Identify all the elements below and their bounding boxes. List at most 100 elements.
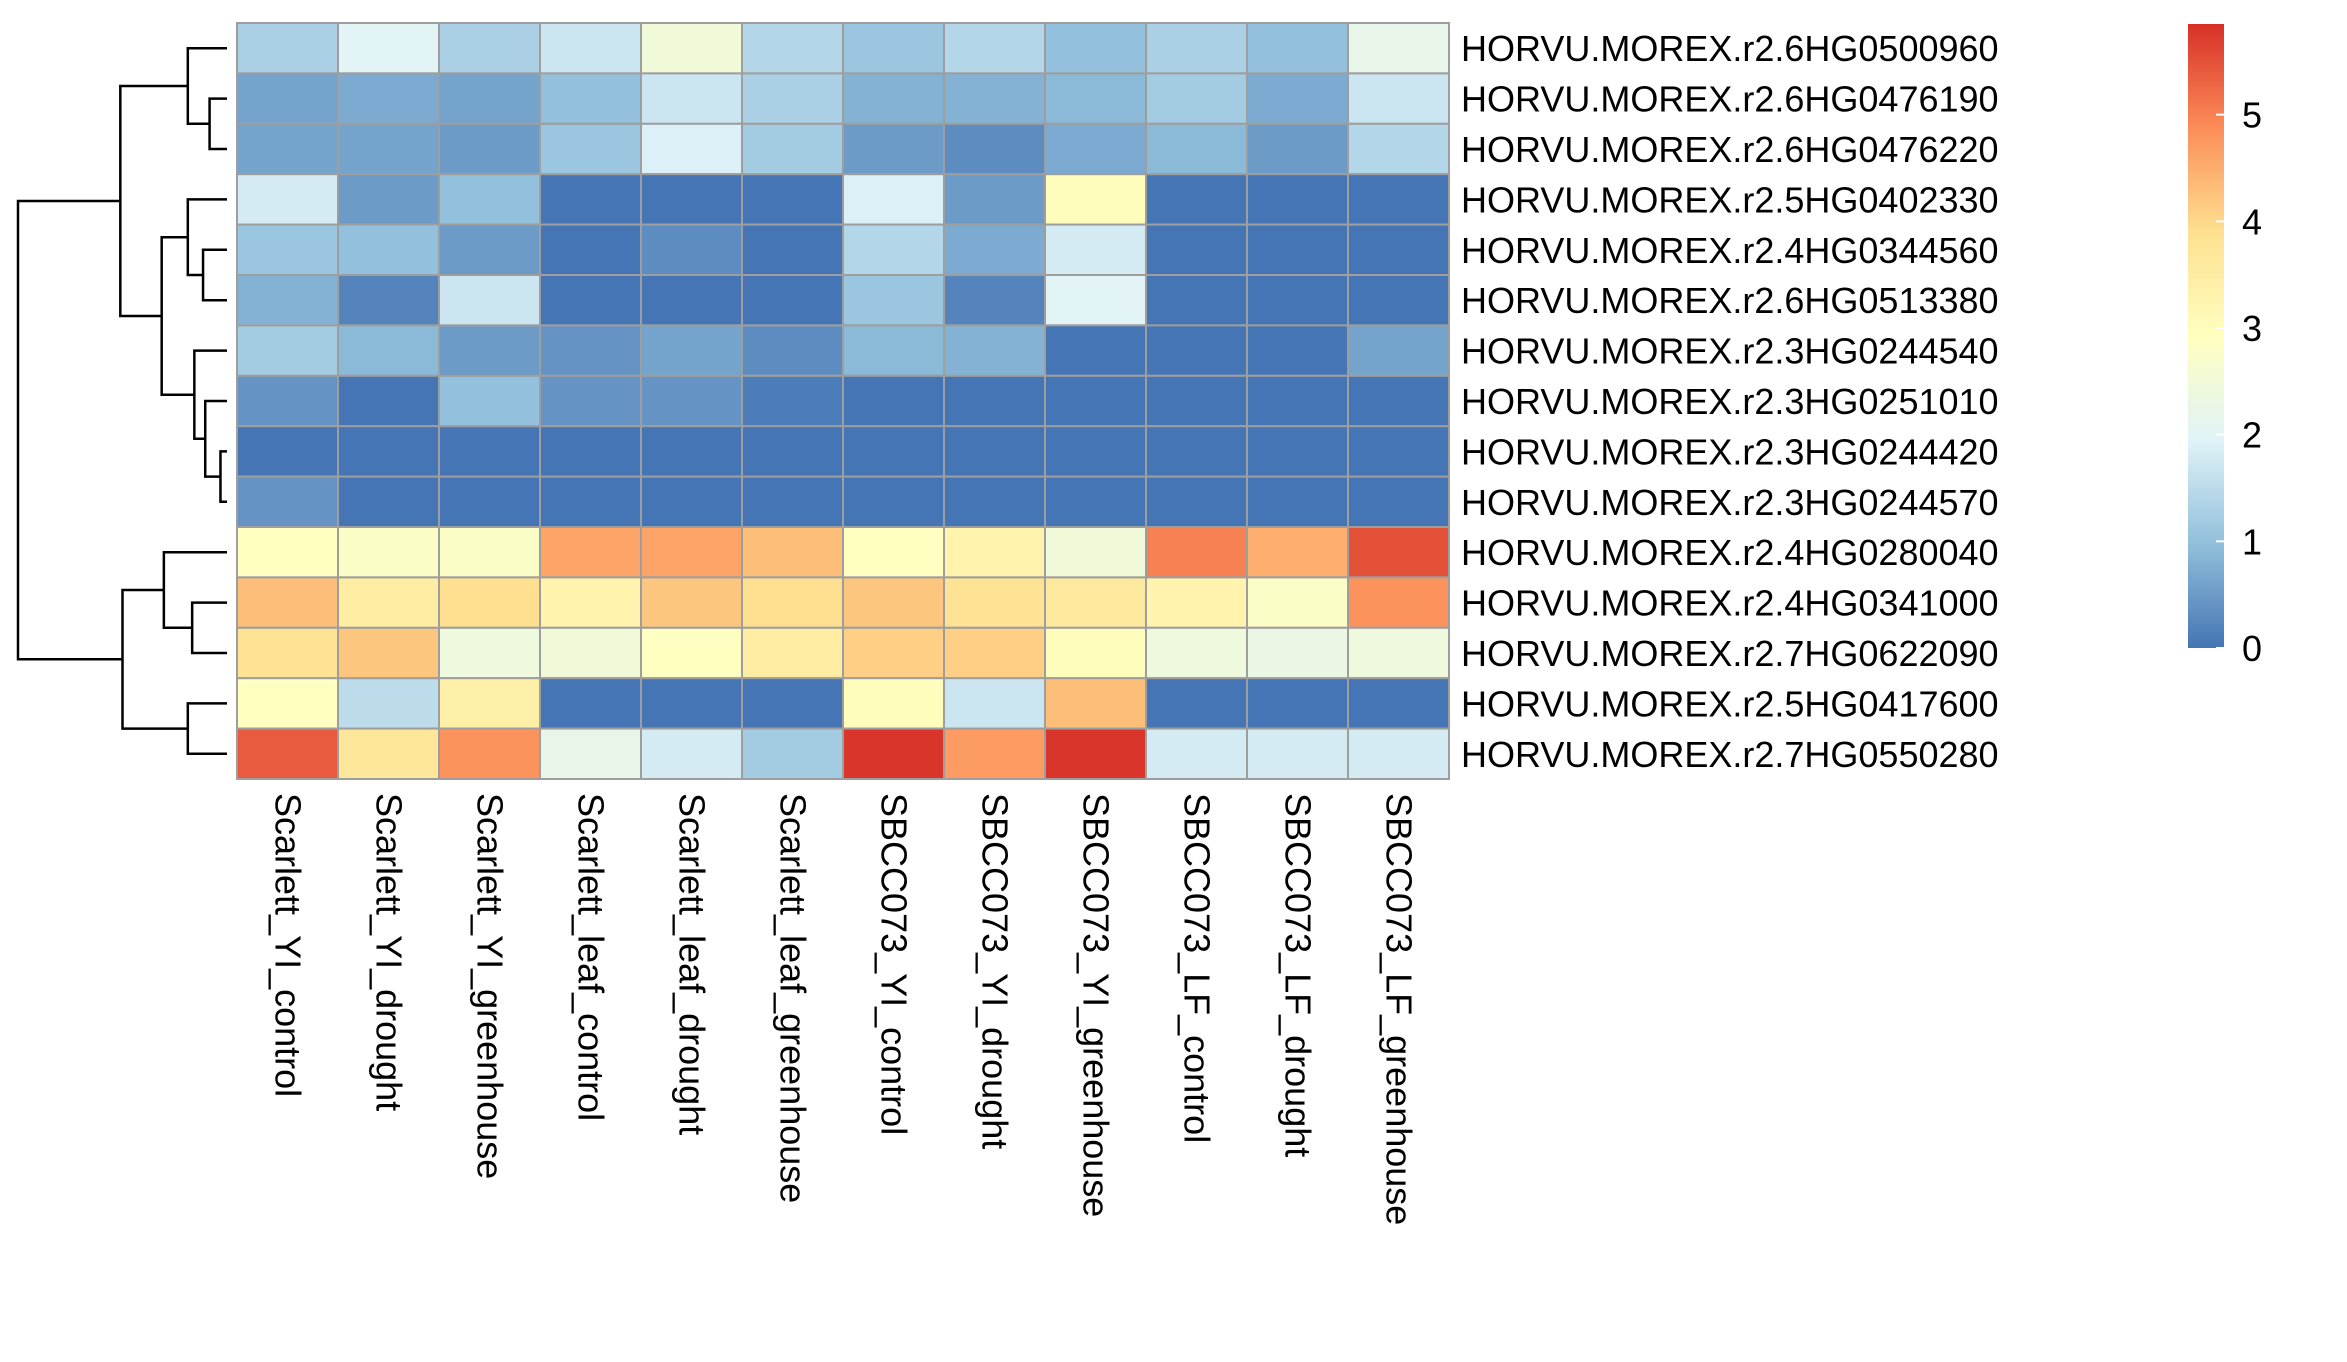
column-label: Scarlett_leaf_drought [672,793,713,1135]
heatmap-cell [1145,374,1248,428]
heatmap-cell [539,122,642,176]
heatmap-cell [741,173,844,226]
heatmap-cell [337,677,440,730]
dendrogram-branch [193,349,227,441]
heatmap-cell [943,677,1046,730]
dendrogram-branch [160,235,195,396]
heatmap-cell [1145,475,1248,529]
heatmap-cell [842,223,945,277]
heatmap-cell [236,324,339,377]
heatmap-cell [842,72,945,125]
legend-tick-label: 3 [2242,308,2262,349]
heatmap-cell [337,526,440,579]
heatmap-cell [1145,122,1248,176]
heatmap-cell [438,22,541,75]
heatmap-cell [236,22,339,75]
heatmap-cell [337,22,440,75]
row-label: HORVU.MOREX.r2.6HG0513380 [1461,280,1999,321]
heatmap-cell [1246,122,1349,176]
row-label: HORVU.MOREX.r2.3HG0244570 [1461,482,1999,523]
heatmap-cell [337,173,440,226]
column-label: SBCC073_LF_drought [1278,793,1319,1157]
heatmap-cell [539,475,642,529]
heatmap-cell [236,72,339,125]
heatmap-cell [337,72,440,125]
color-legend: 0 1 2 3 4 5 [2188,24,2262,669]
heatmap-cell [640,324,743,377]
heatmap-cell [1347,324,1450,377]
heatmap-cell [741,727,844,780]
heatmap-cell [539,626,642,680]
heatmap-cell [1145,72,1248,125]
heatmap-cell [741,223,844,277]
heatmap-cell [236,374,339,428]
heatmap-cell [438,72,541,125]
heatmap-cell [943,122,1046,176]
heatmap-cell [337,223,440,277]
heatmap-cell [438,324,541,377]
heatmap-cell [1044,576,1147,629]
heatmap-cell [943,727,1046,780]
column-label: SBCC073_YI_greenhouse [1076,793,1117,1217]
column-label: SBCC073_YI_drought [975,793,1016,1149]
heatmap-cell [842,526,945,579]
heatmap-cell [741,374,844,428]
heatmap-cell [539,526,642,579]
heatmap-cell [236,576,339,629]
legend-tick-label: 5 [2242,95,2262,136]
heatmap-cell [640,425,743,478]
heatmap-cell [1246,526,1349,579]
heatmap-cell [1145,173,1248,226]
heatmap-cell [640,122,743,176]
heatmap-cell [1347,425,1450,478]
row-label: HORVU.MOREX.r2.3HG0244540 [1461,331,1999,372]
heatmap-cell [438,274,541,327]
dendrogram-branch [121,588,188,730]
heatmap-cell [236,526,339,579]
heatmap-cell [1044,425,1147,478]
heatmap-cell [741,526,844,579]
legend-tick-label: 1 [2242,521,2262,562]
column-label: Scarlett_YI_drought [369,793,410,1111]
heatmap-cell [1347,677,1450,730]
heatmap-cell [438,425,541,478]
heatmap-cell [640,727,743,780]
row-label: HORVU.MOREX.r2.4HG0344560 [1461,230,1999,271]
heatmap-cell [236,727,339,780]
heatmap-cell [1145,576,1248,629]
heatmap-cell [1044,122,1147,176]
heatmap-cell [337,576,440,629]
heatmap-cell [842,677,945,730]
heatmap-cell [842,122,945,176]
heatmap-cell [640,374,743,428]
heatmap-cell [1246,22,1349,75]
heatmap-cell [236,173,339,226]
column-labels: Scarlett_YI_control Scarlett_YI_drought Sc… [268,793,1420,1225]
heatmap-cell [640,223,743,277]
row-label: HORVU.MOREX.r2.4HG0280040 [1461,532,1999,573]
heatmap-cell [943,72,1046,125]
heatmap-cell [1246,677,1349,730]
heatmap-cell [1044,324,1147,377]
heatmap-cell [741,72,844,125]
dendrogram-branch [219,450,227,504]
heatmap-cell [1145,324,1248,377]
heatmap-cell [1246,425,1349,478]
heatmap-cell [640,626,743,680]
legend-tick-label: 2 [2242,415,2262,456]
heatmap-cell [842,274,945,327]
heatmap-cell [1347,173,1450,226]
heatmap-cell [640,677,743,730]
heatmap-cell [1347,122,1450,176]
row-label: HORVU.MOREX.r2.6HG0476220 [1461,129,1999,170]
heatmap-cell [438,576,541,629]
heatmap-cell [1246,72,1349,125]
heatmap-cell [337,727,440,780]
heatmap-cell [1246,475,1349,529]
row-label: HORVU.MOREX.r2.3HG0251010 [1461,381,1999,422]
heatmap-cell [539,374,642,428]
heatmap-cell [438,626,541,680]
dendrogram-branch [162,550,227,630]
heatmap-cell [943,223,1046,277]
heatmap-cell [1347,475,1450,529]
